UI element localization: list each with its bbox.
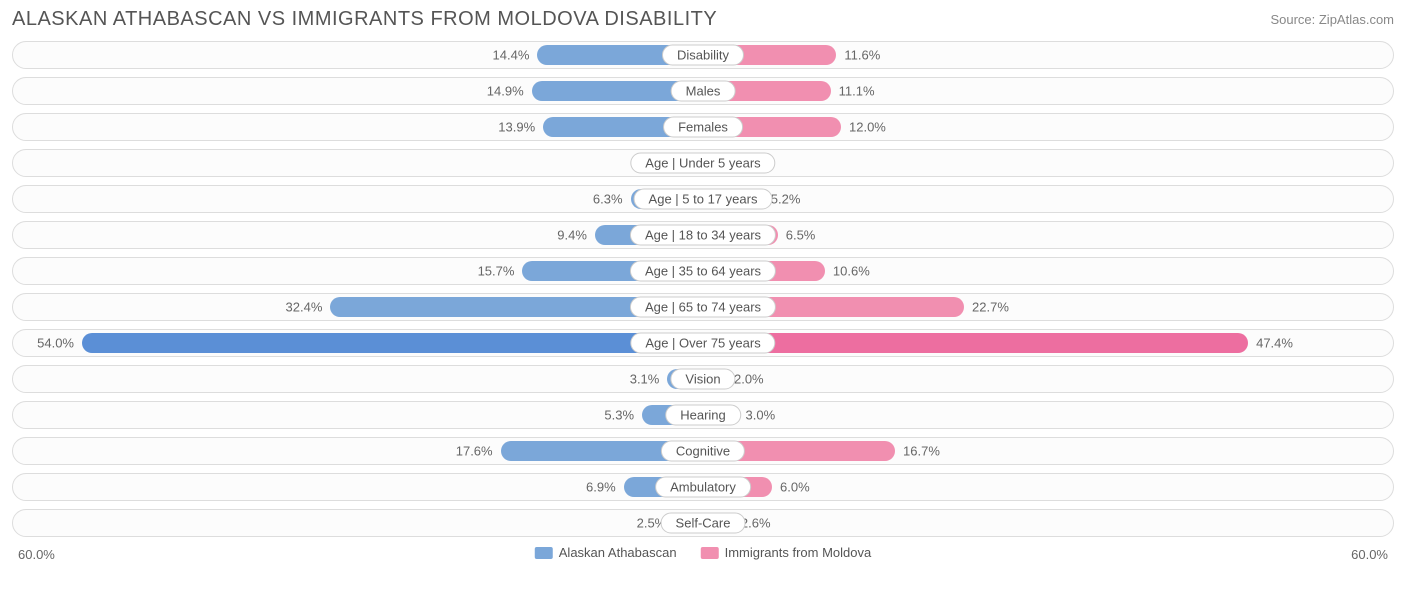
- chart-row: 2.5%2.6%Self-Care: [12, 509, 1394, 537]
- category-label: Ambulatory: [655, 477, 751, 498]
- category-label: Vision: [670, 369, 735, 390]
- chart-header: ALASKAN ATHABASCAN VS IMMIGRANTS FROM MO…: [12, 8, 1394, 31]
- value-left: 54.0%: [37, 336, 74, 351]
- chart-footer: 60.0% Alaskan Athabascan Immigrants from…: [12, 545, 1394, 569]
- value-left: 17.6%: [456, 444, 493, 459]
- value-right: 6.5%: [786, 228, 816, 243]
- category-label: Males: [671, 81, 736, 102]
- bar-left: [82, 333, 703, 353]
- value-left: 32.4%: [286, 300, 323, 315]
- value-left: 9.4%: [557, 228, 587, 243]
- value-left: 14.9%: [487, 84, 524, 99]
- category-label: Age | 18 to 34 years: [630, 225, 776, 246]
- value-right: 12.0%: [849, 120, 886, 135]
- value-right: 5.2%: [771, 192, 801, 207]
- diverging-bar-chart: 14.4% 11.6% Disability 14.9% 11.1% Males 13.9%…: [12, 41, 1394, 537]
- category-label: Females: [663, 117, 743, 138]
- category-label: Age | 5 to 17 years: [634, 189, 773, 210]
- value-right: 22.7%: [972, 300, 1009, 315]
- axis-max-left: 60.0%: [18, 547, 55, 562]
- chart-row: 3.1% 2.0%Vision: [12, 365, 1394, 393]
- legend-swatch-left: [535, 547, 553, 559]
- value-right: 47.4%: [1256, 336, 1293, 351]
- chart-row: 15.7% 10.6% Age | 35 to 64 years: [12, 257, 1394, 285]
- value-right: 11.1%: [839, 84, 875, 99]
- category-label: Cognitive: [661, 441, 745, 462]
- category-label: Age | 35 to 64 years: [630, 261, 776, 282]
- chart-legend: Alaskan Athabascan Immigrants from Moldo…: [535, 545, 871, 560]
- value-right: 11.6%: [844, 48, 880, 63]
- bar-right: [703, 333, 1248, 353]
- chart-title: ALASKAN ATHABASCAN VS IMMIGRANTS FROM MO…: [12, 8, 717, 31]
- value-left: 14.4%: [493, 48, 530, 63]
- value-left: 6.9%: [586, 480, 616, 495]
- value-right: 2.0%: [734, 372, 764, 387]
- chart-row: 14.4% 11.6% Disability: [12, 41, 1394, 69]
- chart-row: 54.0% 47.4% Age | Over 75 years: [12, 329, 1394, 357]
- legend-item-right: Immigrants from Moldova: [701, 545, 872, 560]
- value-right: 3.0%: [746, 408, 776, 423]
- value-left: 6.3%: [593, 192, 623, 207]
- chart-row: 17.6% 16.7% Cognitive: [12, 437, 1394, 465]
- value-right: 10.6%: [833, 264, 870, 279]
- axis-max-right: 60.0%: [1351, 547, 1388, 562]
- category-label: Age | Under 5 years: [630, 153, 775, 174]
- chart-row: 6.3% 5.2%Age | 5 to 17 years: [12, 185, 1394, 213]
- value-left: 3.1%: [630, 372, 660, 387]
- value-right: 6.0%: [780, 480, 810, 495]
- legend-label-left: Alaskan Athabascan: [559, 545, 677, 560]
- legend-label-right: Immigrants from Moldova: [725, 545, 872, 560]
- category-label: Age | Over 75 years: [630, 333, 775, 354]
- value-right: 16.7%: [903, 444, 940, 459]
- chart-row: 9.4% 6.5% Age | 18 to 34 years: [12, 221, 1394, 249]
- chart-source: Source: ZipAtlas.com: [1270, 12, 1394, 27]
- chart-row: 32.4% 22.7% Age | 65 to 74 years: [12, 293, 1394, 321]
- category-label: Hearing: [665, 405, 741, 426]
- chart-row: 5.3% 3.0% Hearing: [12, 401, 1394, 429]
- value-left: 15.7%: [478, 264, 515, 279]
- category-label: Disability: [662, 45, 744, 66]
- category-label: Self-Care: [661, 513, 746, 534]
- chart-row: 13.9% 12.0% Females: [12, 113, 1394, 141]
- category-label: Age | 65 to 74 years: [630, 297, 776, 318]
- chart-row: 1.5%1.1%Age | Under 5 years: [12, 149, 1394, 177]
- value-left: 5.3%: [604, 408, 634, 423]
- chart-row: 14.9% 11.1% Males: [12, 77, 1394, 105]
- value-left: 13.9%: [498, 120, 535, 135]
- legend-swatch-right: [701, 547, 719, 559]
- legend-item-left: Alaskan Athabascan: [535, 545, 677, 560]
- chart-row: 6.9% 6.0% Ambulatory: [12, 473, 1394, 501]
